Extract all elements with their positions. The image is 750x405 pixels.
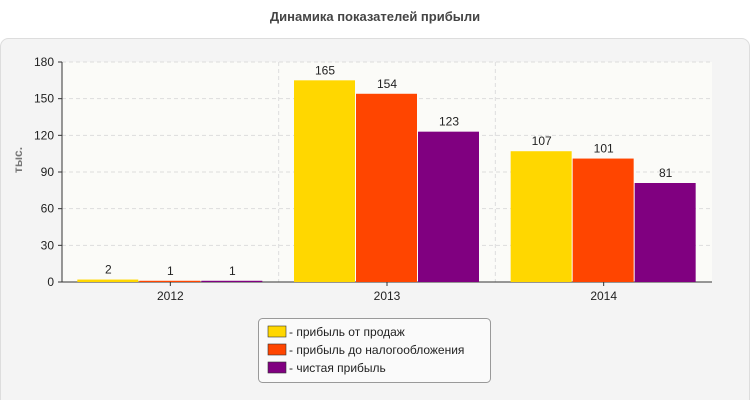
bar [77, 279, 139, 282]
legend-box [258, 318, 491, 383]
value-label: 107 [532, 134, 552, 148]
legend-label: - чистая прибыль [289, 361, 386, 375]
legend-swatch [267, 325, 287, 338]
legend-swatch [267, 361, 287, 374]
value-label: 123 [439, 115, 459, 129]
y-tick-label: 60 [41, 202, 55, 216]
value-label: 2 [105, 263, 112, 277]
y-tick-label: 0 [47, 275, 54, 289]
x-tick-label: 2013 [374, 289, 401, 303]
legend-label: - прибыль до налогообложения [289, 343, 464, 357]
bar [418, 131, 479, 282]
x-tick-label: 2014 [590, 289, 617, 303]
y-tick-label: 120 [34, 128, 54, 142]
chart-title: Динамика показателей прибыли [270, 9, 480, 24]
y-tick-label: 150 [34, 92, 54, 106]
value-label: 1 [229, 264, 236, 278]
bar [294, 80, 355, 282]
y-tick-label: 30 [41, 238, 55, 252]
value-label: 101 [594, 142, 614, 156]
value-label: 1 [167, 264, 174, 278]
bar [201, 280, 263, 282]
bar [572, 158, 634, 282]
value-label: 81 [659, 166, 673, 180]
value-label: 165 [315, 63, 335, 77]
y-tick-label: 180 [34, 55, 54, 69]
y-axis-label: тыс. [11, 147, 25, 173]
bar [356, 93, 417, 283]
y-tick-label: 90 [41, 165, 55, 179]
bar [139, 280, 201, 282]
value-label: 154 [377, 77, 397, 91]
x-tick-label: 2012 [157, 289, 184, 303]
bar [510, 151, 572, 282]
legend-label: - прибыль от продаж [289, 325, 405, 339]
legend-swatch [267, 343, 287, 356]
bar [634, 183, 696, 282]
